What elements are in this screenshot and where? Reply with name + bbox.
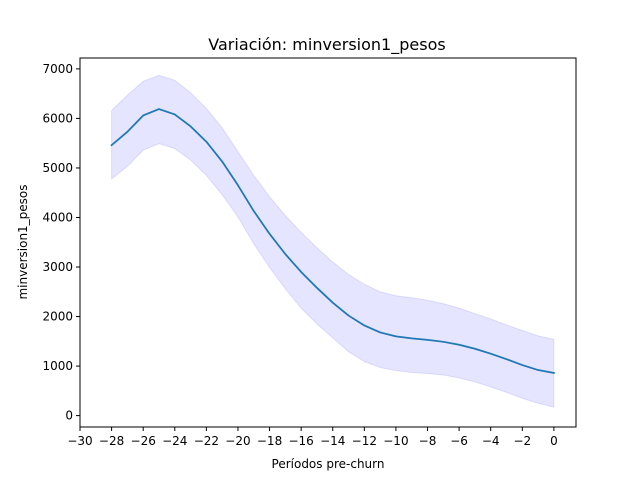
data-point xyxy=(237,184,239,186)
x-tick-label: −18 xyxy=(257,434,282,448)
x-tick-label: −6 xyxy=(450,434,468,448)
x-tick-label: −22 xyxy=(194,434,219,448)
data-point xyxy=(490,353,492,355)
data-point xyxy=(411,337,413,339)
x-tick-label: −26 xyxy=(131,434,156,448)
y-tick-label: 3000 xyxy=(42,260,73,274)
x-tick-label: 0 xyxy=(550,434,558,448)
data-point xyxy=(553,372,555,374)
data-point xyxy=(395,335,397,337)
data-point xyxy=(332,302,334,304)
y-tick-label: 7000 xyxy=(42,62,73,76)
data-point xyxy=(300,271,302,273)
plot-frame xyxy=(79,57,577,428)
x-tick-label: −16 xyxy=(288,434,313,448)
data-point xyxy=(316,287,318,289)
series-line xyxy=(110,108,555,375)
y-tick-label: 5000 xyxy=(42,161,73,175)
y-tick-label: 4000 xyxy=(42,210,73,224)
data-point xyxy=(442,341,444,343)
y-axis-label: minversion1_pesos xyxy=(16,184,30,299)
data-point xyxy=(474,348,476,350)
x-tick-label: −20 xyxy=(225,434,250,448)
y-axis: 0 1000 2000 3000 4000 5000 6000 7000 xyxy=(42,62,80,423)
data-point xyxy=(205,141,207,143)
x-tick-label: −10 xyxy=(383,434,408,448)
data-point xyxy=(253,210,255,212)
x-axis-label: Períodos pre-churn xyxy=(272,457,385,471)
data-point xyxy=(363,324,365,326)
data-point xyxy=(348,315,350,317)
data-point xyxy=(221,161,223,163)
data-point xyxy=(111,144,113,146)
y-tick-label: 0 xyxy=(65,409,73,423)
data-point xyxy=(158,108,160,110)
data-point xyxy=(269,233,271,235)
data-point xyxy=(458,344,460,346)
y-tick-label: 2000 xyxy=(42,310,73,324)
x-tick-label: −2 xyxy=(513,434,531,448)
y-tick-label: 1000 xyxy=(42,359,73,373)
x-tick-label: −24 xyxy=(162,434,187,448)
data-point xyxy=(174,113,176,115)
x-tick-label: −12 xyxy=(352,434,377,448)
data-point xyxy=(521,364,523,366)
data-point xyxy=(126,131,128,133)
x-tick-label: −4 xyxy=(482,434,500,448)
data-point xyxy=(142,114,144,116)
x-tick-label: −8 xyxy=(419,434,437,448)
confidence-band xyxy=(111,74,555,408)
x-axis: −30 −28 −26 −24 −22 −20 −18 −16 −14 −12 −10 −8 −6 −4−… xyxy=(67,427,558,448)
x-tick-label: −30 xyxy=(67,434,92,448)
y-tick-label: 6000 xyxy=(42,111,73,125)
chart-title: Variación: minversion1_pesos xyxy=(208,35,445,55)
plot-area xyxy=(110,74,555,408)
x-tick-label: −14 xyxy=(320,434,345,448)
data-point xyxy=(506,358,508,360)
data-point xyxy=(379,331,381,333)
data-point xyxy=(190,125,192,127)
x-tick-label: −28 xyxy=(99,434,124,448)
data-point xyxy=(537,369,539,371)
data-point xyxy=(284,253,286,255)
data-point xyxy=(427,339,429,341)
